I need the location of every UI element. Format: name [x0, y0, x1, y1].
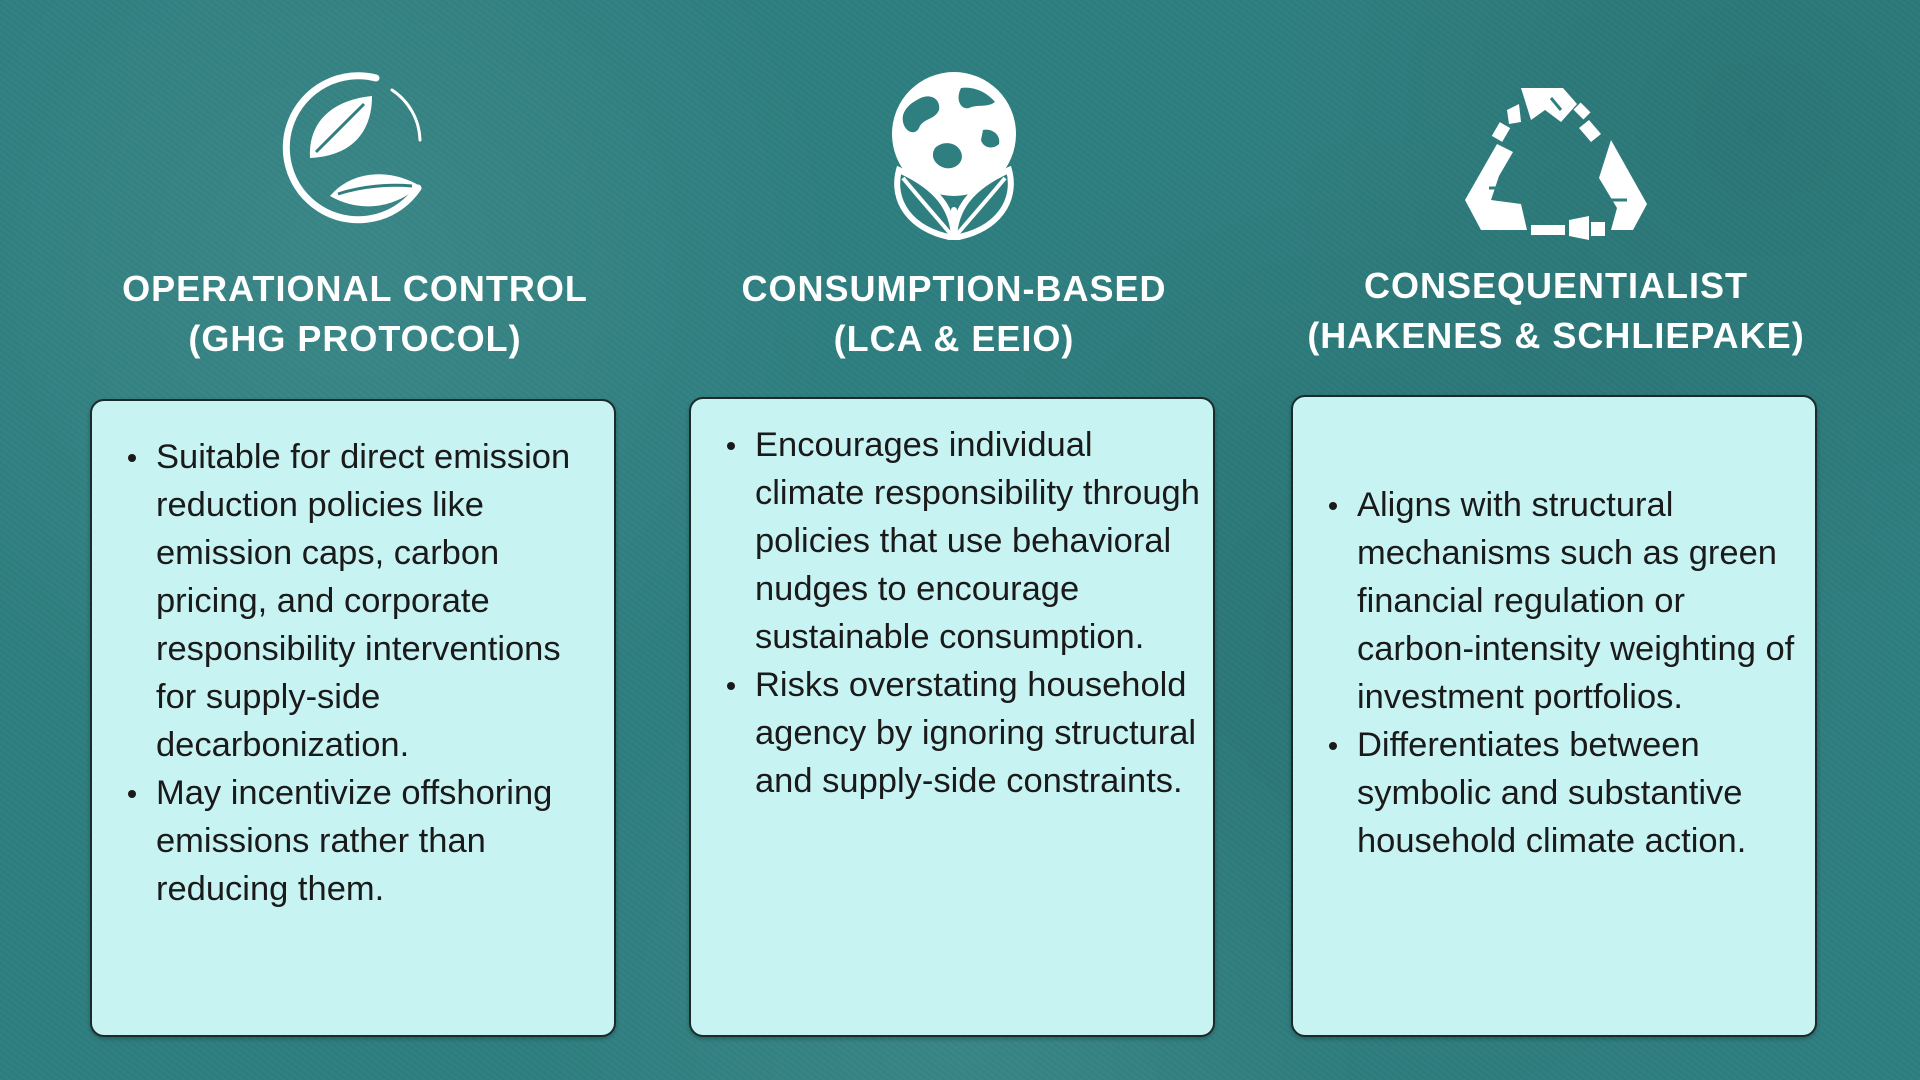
recycle-bottles-icon: [1291, 80, 1821, 250]
list-item: Encourages individual climate responsibi…: [727, 421, 1213, 661]
bullet-list: Suitable for direct emission reduction p…: [92, 433, 614, 913]
leaf-circle-icon: [90, 70, 620, 240]
list-item: Suitable for direct emission reduction p…: [128, 433, 614, 769]
globe-leaves-icon: [689, 70, 1219, 240]
bullet-list: Aligns with structural mechanisms such a…: [1293, 481, 1815, 865]
column-title: CONSEQUENTIALIST (HAKENES & SCHLIEPAKE): [1307, 265, 1805, 356]
info-card: Encourages individual climate responsibi…: [689, 397, 1215, 1037]
bullet-list: Encourages individual climate responsibi…: [691, 421, 1213, 805]
list-item: Risks overstating household agency by ig…: [727, 661, 1213, 805]
list-item: Aligns with structural mechanisms such a…: [1329, 481, 1815, 721]
column-title: OPERATIONAL CONTROL (GHG PROTOCOL): [122, 268, 588, 359]
info-card: Aligns with structural mechanisms such a…: [1291, 395, 1817, 1037]
list-item: Differentiates between symbolic and subs…: [1329, 721, 1815, 865]
list-item: May incentivize offshoring emissions rat…: [128, 769, 614, 913]
info-card: Suitable for direct emission reduction p…: [90, 399, 616, 1037]
column-title: CONSUMPTION-BASED (LCA & EEIO): [741, 268, 1167, 359]
